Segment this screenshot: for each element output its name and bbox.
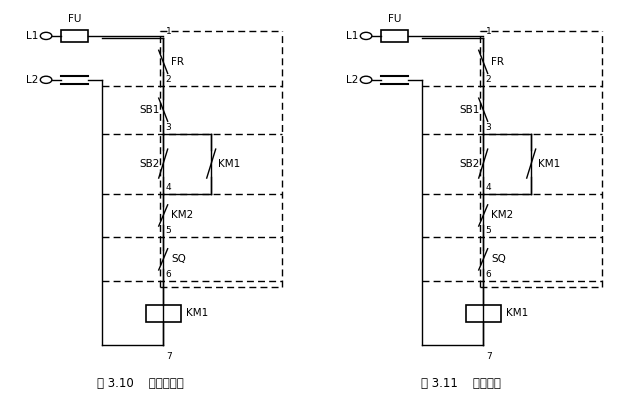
Text: 6: 6: [166, 270, 172, 279]
Text: FR: FR: [171, 57, 184, 67]
Text: 7: 7: [486, 352, 492, 361]
Text: L1: L1: [26, 31, 38, 41]
Text: 3: 3: [166, 122, 172, 132]
Text: 6: 6: [486, 270, 492, 279]
Text: SB2: SB2: [140, 158, 160, 169]
Text: FU: FU: [68, 14, 81, 24]
Text: KM1: KM1: [538, 158, 560, 169]
Text: 1: 1: [166, 27, 172, 36]
Text: 1: 1: [486, 27, 492, 36]
Bar: [381, 30, 408, 42]
Text: 4: 4: [166, 182, 172, 192]
Text: KM2: KM2: [491, 210, 513, 221]
Text: 3: 3: [486, 122, 492, 132]
Text: 图 3.10    局部短接法: 图 3.10 局部短接法: [97, 377, 184, 389]
Text: KM2: KM2: [171, 210, 193, 221]
Text: KM1: KM1: [218, 158, 240, 169]
Bar: [61, 30, 88, 42]
Bar: [146, 305, 181, 322]
Text: 2: 2: [166, 75, 172, 84]
Text: SQ: SQ: [171, 254, 186, 265]
Text: KM1: KM1: [506, 308, 528, 318]
Text: L2: L2: [346, 75, 358, 85]
Text: 5: 5: [166, 226, 172, 235]
Text: 5: 5: [486, 226, 492, 235]
Text: FU: FU: [388, 14, 401, 24]
Text: L2: L2: [26, 75, 38, 85]
Text: 4: 4: [486, 182, 492, 192]
Text: SB2: SB2: [460, 158, 480, 169]
Text: 7: 7: [166, 352, 172, 361]
Text: SQ: SQ: [491, 254, 506, 265]
Text: 图 3.11    长短接法: 图 3.11 长短接法: [421, 377, 500, 389]
Text: FR: FR: [491, 57, 504, 67]
Bar: [466, 305, 501, 322]
Text: SB1: SB1: [140, 105, 160, 115]
Text: L1: L1: [346, 31, 358, 41]
Text: KM1: KM1: [186, 308, 208, 318]
Text: 2: 2: [486, 75, 492, 84]
Text: SB1: SB1: [460, 105, 480, 115]
